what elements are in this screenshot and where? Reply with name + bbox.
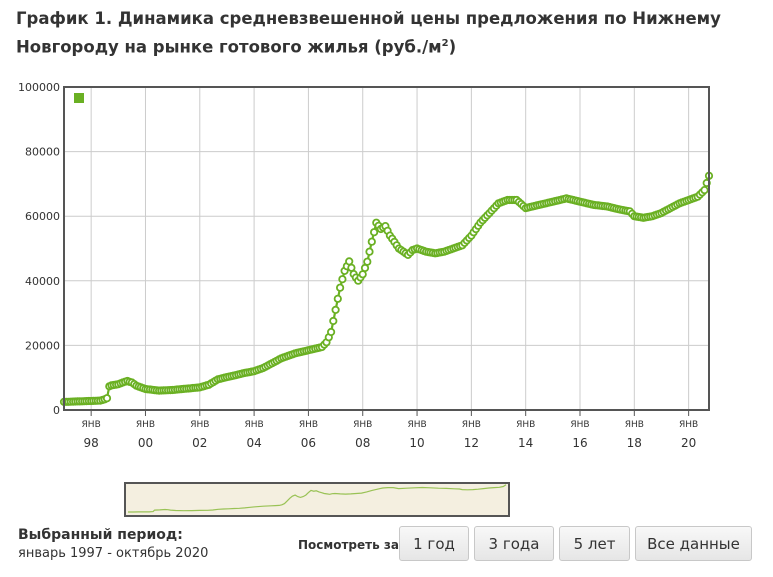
x-tick-month-label: ЯНВ — [299, 420, 318, 430]
x-tick-month-label: ЯНВ — [407, 420, 426, 430]
y-tick-label: 20000 — [25, 339, 60, 352]
x-tick-month-label: ЯНВ — [245, 420, 264, 430]
navigator-line — [128, 484, 507, 513]
view-range-label: Посмотреть за: — [298, 538, 404, 552]
y-axis: 0 20000 40000 60000 80000 100000 — [18, 81, 60, 417]
x-tick-year-label: 14 — [518, 436, 533, 450]
x-tick-year-label: 02 — [192, 436, 207, 450]
range-1-year-button[interactable]: 1 год — [399, 526, 469, 561]
x-tick-year-label: 04 — [246, 436, 261, 450]
x-tick-month-label: ЯНВ — [190, 420, 209, 430]
data-point — [335, 283, 345, 292]
data-point — [700, 186, 709, 195]
x-tick-month-label: ЯНВ — [353, 420, 372, 430]
x-tick-month-label: ЯНВ — [679, 420, 698, 430]
x-tick-month-label: ЯНВ — [625, 420, 644, 430]
x-tick-year-label: 10 — [409, 436, 424, 450]
y-tick-label: 80000 — [25, 146, 60, 159]
range-5-years-button[interactable]: 5 лет — [559, 526, 630, 561]
data-point — [326, 327, 336, 337]
x-tick-year-label: 16 — [572, 436, 587, 450]
x-tick-month-label: ЯНВ — [462, 420, 481, 430]
data-point — [329, 316, 338, 326]
range-all-data-button[interactable]: Все данные — [635, 526, 752, 561]
range-3-years-button[interactable]: 3 года — [474, 526, 554, 561]
x-tick-year-label: 20 — [681, 436, 696, 450]
data-point — [345, 257, 354, 266]
y-tick-label: 40000 — [25, 275, 60, 288]
data-point — [338, 275, 347, 284]
x-tick-month-label: ЯНВ — [82, 420, 101, 430]
x-tick-year-label: 00 — [138, 436, 153, 450]
x-tick-month-label: ЯНВ — [136, 420, 155, 430]
legend — [74, 93, 84, 103]
plot-frame — [63, 86, 710, 411]
data-point — [102, 394, 112, 403]
x-tick-month-label: ЯНВ — [516, 420, 535, 430]
x-tick-year-label: 98 — [84, 436, 99, 450]
x-tick-year-label: 18 — [627, 436, 642, 450]
chart-title-text: График 1. Динамика средневзвешенной цены… — [16, 9, 721, 57]
chart-title-superscript: 2 — [441, 38, 449, 49]
x-tick-year-label: 06 — [301, 436, 316, 450]
series-price — [59, 171, 714, 406]
range-navigator[interactable] — [124, 482, 510, 517]
data-point — [369, 228, 379, 237]
y-tick-label: 0 — [53, 404, 60, 417]
chart-title: График 1. Динамика средневзвешенной цены… — [16, 6, 761, 60]
x-tick-month-label: ЯНВ — [570, 420, 589, 430]
data-point — [331, 305, 340, 314]
navigator-sparkline — [128, 484, 507, 513]
selected-period-value: январь 1997 - октябрь 2020 — [18, 546, 209, 561]
data-point — [367, 237, 376, 246]
x-tick-year-label: 12 — [464, 436, 479, 450]
x-tick-year-label: 08 — [355, 436, 370, 450]
data-point — [363, 257, 372, 266]
data-point — [365, 247, 374, 256]
y-tick-label: 60000 — [25, 210, 60, 223]
x-axis: ЯНВ 98 ЯНВ 00 ЯНВ 02 ЯНВ 04 ЯНВ 06 ЯНВ 08 ЯНВ 10 ЯНВ 12… — [82, 410, 698, 450]
data-point — [333, 294, 342, 303]
gridlines — [64, 87, 709, 410]
y-tick-label: 100000 — [18, 81, 60, 94]
chart-title-tail: ) — [448, 37, 457, 57]
selected-period-label: Выбранный период: — [18, 527, 183, 543]
legend-swatch — [74, 93, 84, 103]
